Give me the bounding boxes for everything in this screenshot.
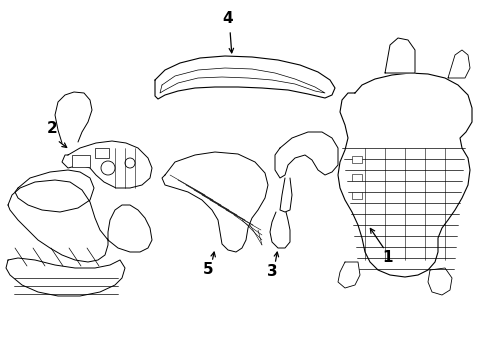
Text: 3: 3 [267, 265, 277, 279]
Polygon shape [8, 180, 152, 262]
Polygon shape [338, 262, 360, 288]
Polygon shape [6, 258, 125, 296]
Bar [72, 155, 90, 167]
Text: 5: 5 [203, 262, 213, 278]
Polygon shape [15, 170, 94, 212]
Bar [352, 174, 362, 181]
Polygon shape [155, 56, 335, 99]
Polygon shape [270, 212, 290, 248]
Bar [95, 148, 109, 158]
Polygon shape [385, 38, 415, 73]
Polygon shape [162, 152, 268, 252]
Polygon shape [275, 132, 338, 178]
Bar [352, 192, 362, 199]
Circle shape [125, 158, 135, 168]
Bar [352, 156, 362, 163]
Text: 1: 1 [383, 251, 393, 266]
Polygon shape [428, 268, 452, 295]
Polygon shape [62, 141, 152, 188]
Polygon shape [280, 178, 292, 212]
Text: 4: 4 [222, 10, 233, 26]
Text: 2: 2 [47, 121, 57, 135]
Polygon shape [448, 50, 470, 78]
Polygon shape [338, 73, 472, 277]
Polygon shape [55, 92, 92, 143]
Circle shape [101, 161, 115, 175]
